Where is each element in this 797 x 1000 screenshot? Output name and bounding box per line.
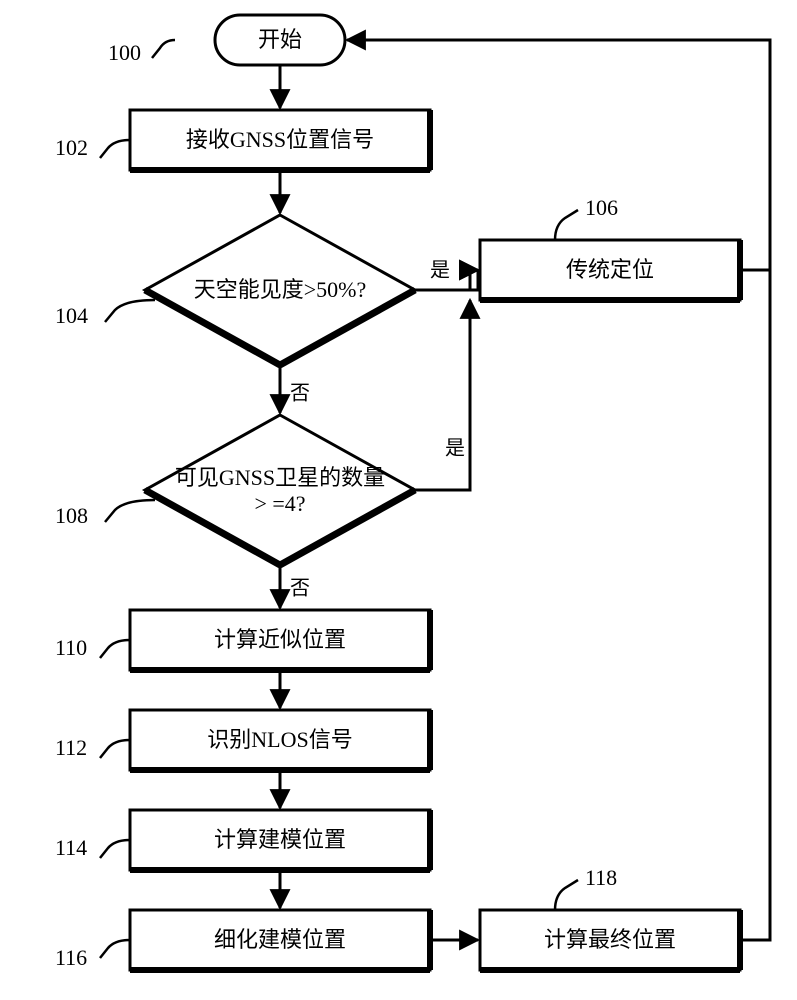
node-start: 开始 [215,15,345,65]
node-104: 天空能见度>50%? [145,215,415,365]
label-yes-104: 是 [430,260,450,282]
callout-102: 102 [55,135,130,160]
svg-text:计算最终位置: 计算最终位置 [544,927,676,952]
svg-text:106: 106 [585,195,618,220]
svg-text:102: 102 [55,135,88,160]
svg-text:118: 118 [585,865,617,890]
svg-text:104: 104 [55,303,88,328]
svg-text:接收GNSS位置信号: 接收GNSS位置信号 [186,127,374,152]
svg-text:114: 114 [55,835,87,860]
svg-text:> =4?: > =4? [254,491,305,516]
svg-text:100: 100 [108,40,141,65]
svg-text:计算建模位置: 计算建模位置 [214,827,346,852]
svg-text:识别NLOS信号: 识别NLOS信号 [207,727,352,752]
svg-text:110: 110 [55,635,87,660]
node-110: 计算近似位置 [130,610,430,670]
callout-108: 108 [55,500,155,528]
svg-text:细化建模位置: 细化建模位置 [214,927,346,952]
label-no-104: 否 [290,383,310,405]
callout-110: 110 [55,635,130,660]
edge-118-loop [740,270,770,940]
callout-114: 114 [55,835,130,860]
node-116: 细化建模位置 [130,910,430,970]
node-118: 计算最终位置 [480,910,740,970]
svg-text:可见GNSS卫星的数量: 可见GNSS卫星的数量 [175,465,385,490]
svg-text:112: 112 [55,735,87,760]
callout-104: 104 [55,300,155,328]
node-102: 接收GNSS位置信号 [130,110,430,170]
svg-text:天空能见度>50%?: 天空能见度>50%? [194,277,367,302]
label-yes-108: 是 [445,438,465,460]
node-108: 可见GNSS卫星的数量 > =4? [145,415,415,565]
svg-text:计算近似位置: 计算近似位置 [214,627,346,652]
svg-text:116: 116 [55,945,87,970]
node-112: 识别NLOS信号 [130,710,430,770]
svg-text:108: 108 [55,503,88,528]
svg-text:开始: 开始 [258,27,302,52]
svg-text:传统定位: 传统定位 [566,257,654,282]
node-114: 计算建模位置 [130,810,430,870]
callout-100: 100 [108,40,175,65]
callout-112: 112 [55,735,130,760]
callout-116: 116 [55,940,130,970]
edge-108-yes [415,300,470,490]
label-no-108: 否 [290,578,310,600]
callout-106: 106 [555,195,618,240]
callout-118: 118 [555,865,617,910]
node-106: 传统定位 [480,240,740,300]
